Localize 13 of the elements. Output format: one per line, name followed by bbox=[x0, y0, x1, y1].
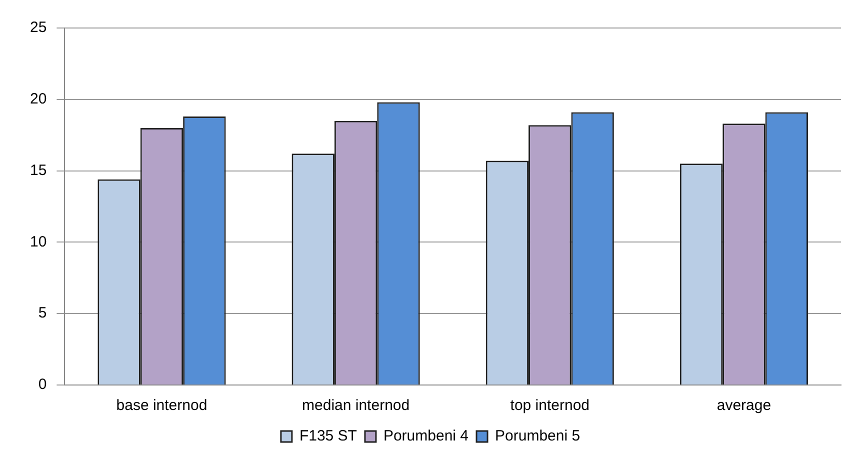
y-tick-label: 25 bbox=[30, 19, 47, 36]
x-tick-label: top internod bbox=[510, 397, 590, 414]
legend-label: F135 ST bbox=[299, 428, 357, 445]
legend-label: Porumbeni 4 bbox=[383, 428, 469, 445]
y-tick-label: 10 bbox=[30, 233, 47, 250]
x-tick-label: median internod bbox=[302, 397, 410, 414]
legend-label: Porumbeni 5 bbox=[495, 428, 580, 445]
y-tick-label: 5 bbox=[38, 304, 47, 322]
y-tick-label: 0 bbox=[38, 376, 47, 394]
x-tick-label: base internod bbox=[116, 397, 208, 414]
y-tick-label: 15 bbox=[30, 162, 47, 179]
x-tick-label: average bbox=[716, 397, 772, 414]
y-tick-label: 20 bbox=[30, 90, 47, 108]
